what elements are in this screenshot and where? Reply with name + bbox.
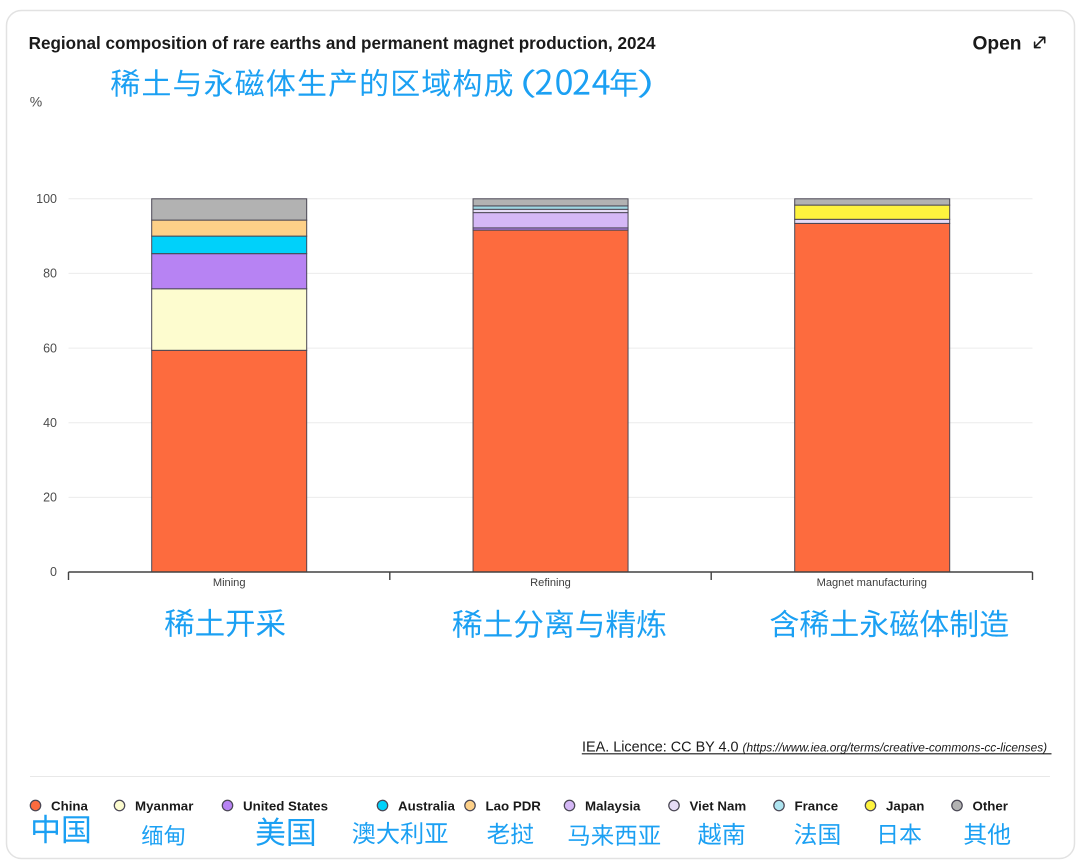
svg-text:IEA. Licence: CC BY 4.0 (https: IEA. Licence: CC BY 4.0 (https://www.iea… xyxy=(582,740,1047,756)
svg-text:France: France xyxy=(795,799,839,814)
svg-text:Regional composition of rare e: Regional composition of rare earths and … xyxy=(29,34,656,53)
svg-text:Other: Other xyxy=(973,799,1008,814)
svg-text:40: 40 xyxy=(43,416,57,430)
svg-text:Lao PDR: Lao PDR xyxy=(486,799,542,814)
svg-text:Malaysia: Malaysia xyxy=(585,799,641,814)
svg-text:Australia: Australia xyxy=(398,799,456,814)
svg-text:60: 60 xyxy=(43,341,57,355)
svg-text:Open: Open xyxy=(972,34,1021,55)
svg-text:Viet Nam: Viet Nam xyxy=(690,799,747,814)
svg-text:80: 80 xyxy=(43,267,57,281)
svg-text:0: 0 xyxy=(50,565,57,579)
svg-text:Refining: Refining xyxy=(530,577,571,589)
svg-text:United States: United States xyxy=(243,799,328,814)
svg-text:100: 100 xyxy=(36,192,57,206)
svg-text:Magnet manufacturing: Magnet manufacturing xyxy=(817,577,927,589)
svg-text:Myanmar: Myanmar xyxy=(135,799,193,814)
svg-text:20: 20 xyxy=(43,491,57,505)
svg-text:Japan: Japan xyxy=(886,799,924,814)
svg-text:%: % xyxy=(30,94,42,110)
svg-text:Mining: Mining xyxy=(213,577,246,589)
svg-text:China: China xyxy=(51,799,89,814)
